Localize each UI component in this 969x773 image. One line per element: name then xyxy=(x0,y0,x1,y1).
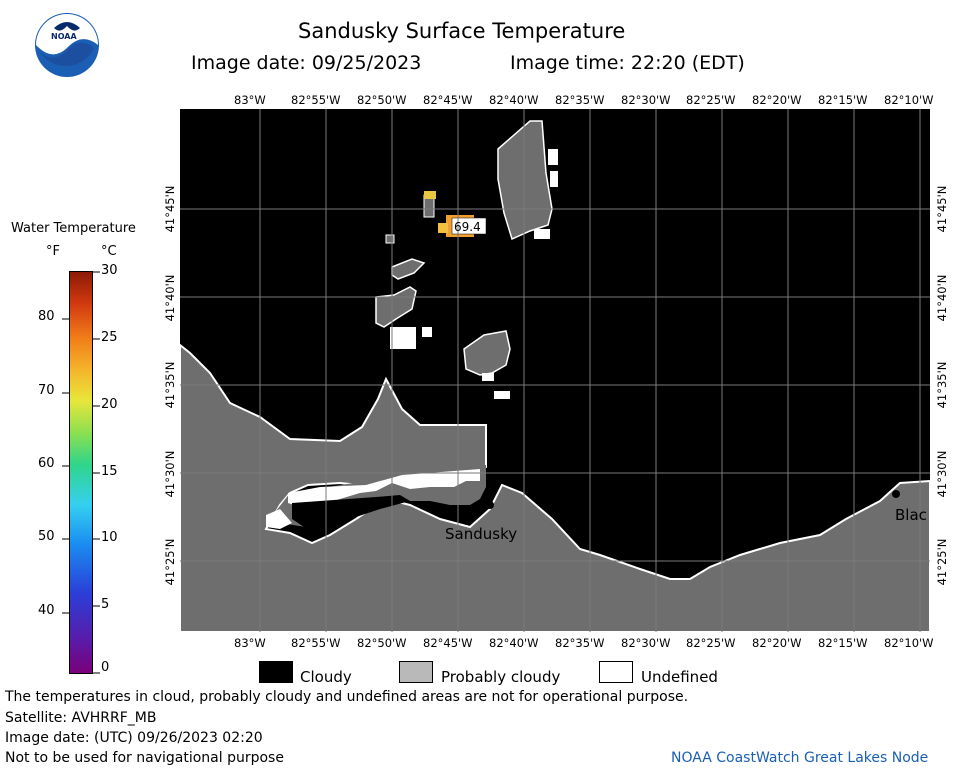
place-sandusky: Sandusky xyxy=(445,525,518,543)
undefined-patch xyxy=(550,171,558,187)
lon-label-bottom: 82°35'W xyxy=(555,636,605,650)
lon-label-top: 82°15'W xyxy=(818,93,868,107)
legend-label-probably-cloudy: Probably cloudy xyxy=(441,668,561,686)
lon-label-bottom: 82°25'W xyxy=(686,636,736,650)
colorbar-ticks xyxy=(62,271,100,674)
footer-note: The temperatures in cloud, probably clou… xyxy=(5,689,689,705)
legend-swatch-undefined xyxy=(599,661,633,683)
lon-label-top: 82°35'W xyxy=(555,93,605,107)
f-label: 60 xyxy=(38,456,55,471)
temp-label: 69.4 xyxy=(454,220,481,234)
undefined-patch xyxy=(548,149,558,165)
lon-label-top: 82°55'W xyxy=(291,93,341,107)
lon-label-bottom: 82°50'W xyxy=(357,636,407,650)
land-mainland xyxy=(180,343,930,632)
lon-label-bottom: 82°40'W xyxy=(489,636,539,650)
footer-utc-date: Image date: (UTC) 09/26/2023 02:20 xyxy=(5,730,263,746)
lat-label-right: 41°30'N xyxy=(935,450,949,498)
logo-text: NOAA xyxy=(51,32,77,41)
graticule xyxy=(180,109,930,632)
lat-label-left: 41°45'N xyxy=(163,185,177,233)
lon-label-top: 83°W xyxy=(234,93,266,107)
lon-label-bottom: 82°30'W xyxy=(621,636,671,650)
undefined-patch xyxy=(390,327,416,349)
lat-label-left: 41°25'N xyxy=(163,538,177,586)
island-tiny xyxy=(385,234,395,244)
c-label: 5 xyxy=(101,597,110,612)
c-label: 30 xyxy=(101,263,118,278)
c-label: 0 xyxy=(101,660,110,675)
undefined-patch xyxy=(494,391,510,399)
c-label: 25 xyxy=(101,330,118,345)
lon-label-top: 82°25'W xyxy=(686,93,736,107)
undefined-bay xyxy=(288,469,480,507)
footer-nav-warning: Not to be used for navigational purpose xyxy=(5,750,284,766)
place-blac: Blac xyxy=(895,506,927,524)
lat-label-right: 41°25'N xyxy=(935,538,949,586)
legend-swatch-cloudy xyxy=(259,661,293,683)
undefined-patch xyxy=(422,327,432,337)
footer-satellite: Satellite: AVHRRF_MB xyxy=(5,710,157,726)
image-time: Image time: 22:20 (EDT) xyxy=(510,52,745,74)
city-marker xyxy=(486,501,494,509)
page-title: Sandusky Surface Temperature xyxy=(298,19,626,43)
lat-label-left: 41°40'N xyxy=(163,274,177,322)
lat-label-left: 41°35'N xyxy=(163,361,177,409)
c-label: 10 xyxy=(101,530,118,545)
temp-pixel xyxy=(424,191,436,199)
city-marker xyxy=(892,490,900,498)
lat-label-right: 41°40'N xyxy=(935,274,949,322)
lat-label-right: 41°45'N xyxy=(935,185,949,233)
footer-credit: NOAA CoastWatch Great Lakes Node xyxy=(671,750,929,766)
map-panel xyxy=(180,109,930,632)
undefined-bay-lower xyxy=(266,509,292,529)
lon-label-bottom: 82°15'W xyxy=(818,636,868,650)
legend-label-cloudy: Cloudy xyxy=(300,668,352,686)
image-date: Image date: 09/25/2023 xyxy=(191,52,422,74)
f-label: 40 xyxy=(38,603,55,618)
lon-label-top: 82°45'W xyxy=(423,93,473,107)
c-label: 15 xyxy=(101,464,118,479)
temp-pixel xyxy=(438,223,448,233)
lon-label-bottom: 83°W xyxy=(234,636,266,650)
lon-label-top: 82°30'W xyxy=(621,93,671,107)
lon-label-bottom: 82°45'W xyxy=(423,636,473,650)
colorbar-title: Water Temperature xyxy=(11,221,136,236)
lat-label-right: 41°35'N xyxy=(935,361,949,409)
f-label: 80 xyxy=(38,309,55,324)
lon-label-top: 82°40'W xyxy=(489,93,539,107)
lat-label-left: 41°30'N xyxy=(163,450,177,498)
lon-label-top: 82°10'W xyxy=(884,93,934,107)
c-label: 20 xyxy=(101,397,118,412)
lon-label-bottom: 82°20'W xyxy=(752,636,802,650)
undefined-patch xyxy=(482,373,494,381)
island-kelleys xyxy=(463,330,511,376)
lon-label-bottom: 82°10'W xyxy=(884,636,934,650)
lon-label-top: 82°20'W xyxy=(752,93,802,107)
legend-label-undefined: Undefined xyxy=(641,668,718,686)
lon-label-top: 82°50'W xyxy=(357,93,407,107)
lon-label-bottom: 82°55'W xyxy=(291,636,341,650)
temp-label-box xyxy=(451,217,487,235)
cloudy-bay-channel xyxy=(292,495,410,527)
colorbar xyxy=(69,271,93,674)
undefined-patch xyxy=(534,229,550,239)
noaa-logo: NOAA xyxy=(34,12,100,78)
legend-swatch-probably-cloudy xyxy=(399,661,433,683)
f-label: 70 xyxy=(38,383,55,398)
f-label: 50 xyxy=(38,529,55,544)
colorbar-unit-c: °C xyxy=(101,244,117,259)
colorbar-unit-f: °F xyxy=(46,244,60,259)
